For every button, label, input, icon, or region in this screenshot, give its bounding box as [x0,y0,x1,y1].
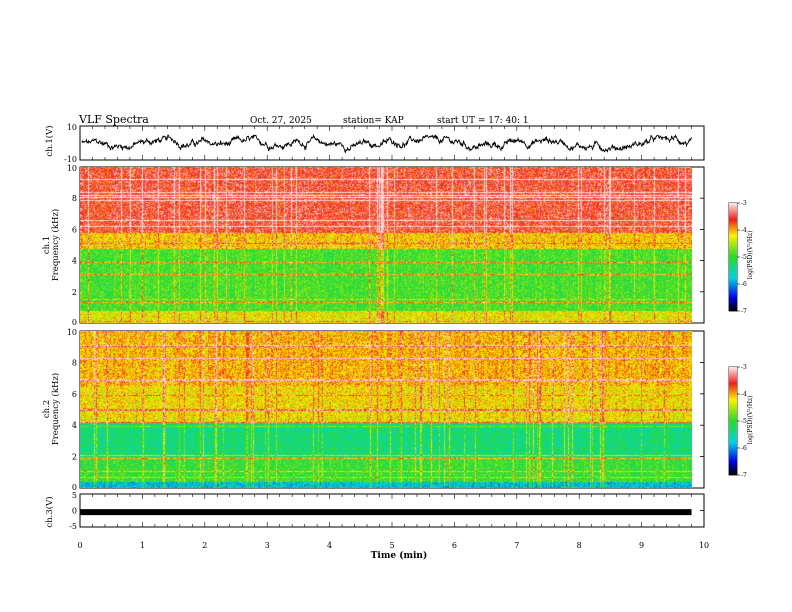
x-tick-label: 1 [140,541,145,550]
panel-3-ytick-label: 10 [67,328,77,337]
x-tick-label: 2 [202,541,207,550]
station-label: station= KAP [343,116,404,126]
x-tick-label: 3 [265,541,270,550]
colorbar-1-tick-label: -6 [741,281,747,288]
panel-2-ytick-label: 2 [72,288,77,297]
x-tick-label: 4 [327,541,332,550]
panel-2-ytick-label: 10 [67,164,77,173]
panel-3-ytick-label: 4 [72,421,77,430]
panel-3-ytick-label: 6 [72,390,77,399]
panel-4-ytick-label: -5 [69,522,77,531]
x-tick-label: 6 [452,541,457,550]
colorbar-1-tick-label: -7 [741,308,747,315]
x-tick-label: 10 [699,541,709,550]
figure-title: VLF Spectra [78,113,149,126]
x-tick-label: 5 [389,541,394,550]
ch2-spectrogram-image [80,331,692,488]
x-tick-label: 7 [514,541,519,550]
colorbar-2-tick-label: -6 [741,445,747,452]
ch2-spec-ylabel-1: ch.2 [42,400,52,418]
colorbar-2-tick-label: -4 [741,391,747,398]
panel-2-ytick-label: 4 [72,257,77,266]
x-tick-label: 0 [77,541,82,550]
colorbar-2-tick-label: -7 [741,472,747,479]
colorbar-2-label: log(PSD)(V²/Hz) [747,396,754,445]
ch1-spectrogram-image [80,167,692,323]
x-tick-label: 9 [639,541,644,550]
colorbar-1-tick-label: -4 [741,227,747,234]
start-time-label: start UT = 17: 40: 1 [437,116,529,126]
date-label: Oct. 27, 2025 [250,116,312,126]
ch1-waveform-trace [81,133,692,154]
colorbar-2-tick-label: -3 [741,364,747,371]
colorbar-1-tick-label: -5 [741,254,747,261]
ch3-waveform-trace [80,509,692,516]
panel-3-ytick-label: 8 [72,358,77,367]
colorbar-1-label: log(PSD)(V²/Hz) [747,231,754,280]
colorbar-2-image [729,367,737,475]
panel-3-ytick-label: 2 [72,453,77,462]
ch1-wave-ylabel: ch.1(V) [44,125,55,156]
panel-4-ytick-label: 5 [72,491,77,500]
colorbar-1-tick-label: -3 [741,200,747,207]
ch1-spec-ylabel-2: Frequency (kHz) [50,209,61,281]
x-tick-label: 8 [577,541,582,550]
x-axis-label: Time (min) [371,550,428,561]
panel-2-ytick-label: 0 [72,318,77,327]
colorbar-1-image [729,203,737,311]
panel-4-ytick-label: 0 [72,507,77,516]
panel-1-ytick-label: -10 [64,155,77,164]
ch1-spec-ylabel-1: ch.1 [42,236,52,254]
ch2-spec-ylabel-2: Frequency (kHz) [50,373,61,445]
colorbar-2-tick-label: -5 [741,418,747,425]
ch3-wave-ylabel: ch.3(V) [44,496,55,527]
panel-2-ytick-label: 8 [72,194,77,203]
panel-3-ytick-label: 0 [72,483,77,492]
panel-2-ytick-label: 6 [72,225,77,234]
panel-1-ytick-label: 10 [67,123,77,132]
